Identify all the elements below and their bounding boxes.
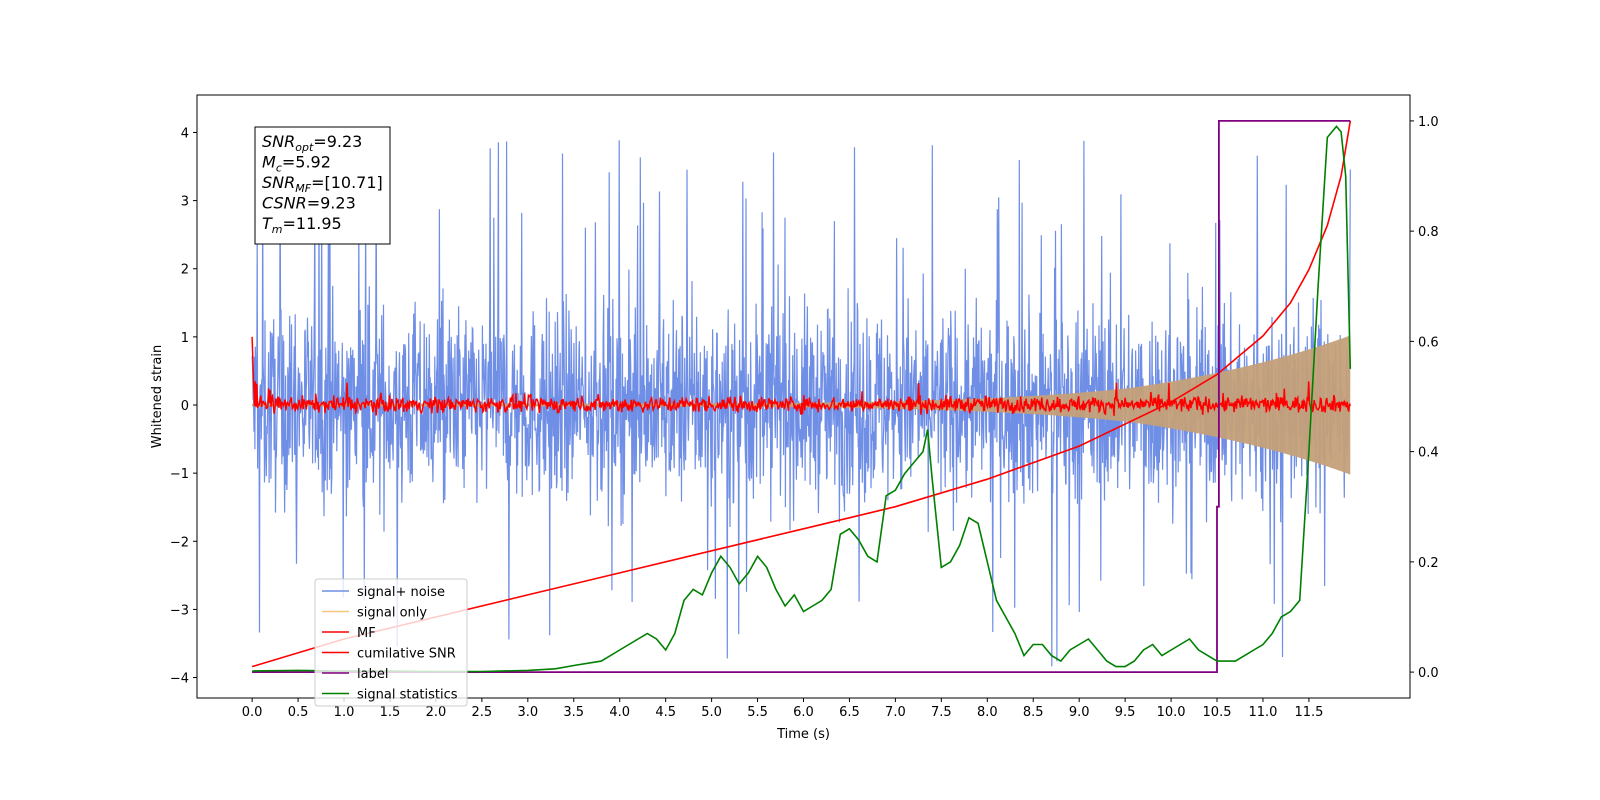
y-tick-label: 3 — [181, 195, 189, 210]
y-tick-label: −4 — [170, 672, 189, 687]
legend-frame — [314, 578, 468, 707]
x-tick-label: 3.5 — [563, 705, 584, 720]
x-tick-label: 10.0 — [1157, 705, 1186, 720]
y-axis-right: 0.0 0.2 0.4 0.6 0.8 1.0 — [1410, 115, 1439, 681]
y-axis-left: −4 −3 −2 −1 0 1 2 3 4 — [170, 126, 197, 687]
y-tick-label: −3 — [170, 603, 189, 618]
y-tick-label: 0 — [181, 399, 189, 414]
annotation-box-frame — [254, 126, 391, 245]
x-tick-label: 4.5 — [655, 705, 676, 720]
x-tick-label: 1.5 — [380, 705, 401, 720]
x-axis: 0.0 0.5 1.0 1.5 2.0 2.5 3.0 3.5 4.0 4.5 5.0 5.5 6.0 6… — [242, 698, 1323, 720]
y-axis-label: Whitened strain — [150, 345, 165, 448]
legend: signal+ noise signal only MF cumilative SNR… — [314, 578, 468, 707]
y2-tick-label: 0.4 — [1418, 446, 1439, 461]
x-tick-label: 2.0 — [426, 705, 447, 720]
x-tick-label: 9.5 — [1115, 705, 1136, 720]
x-tick-label: 11.5 — [1294, 705, 1323, 720]
y-tick-label: 1 — [181, 331, 189, 346]
x-tick-label: 8.0 — [977, 705, 998, 720]
y2-tick-label: 0.8 — [1418, 225, 1439, 240]
y2-tick-label: 0.6 — [1418, 335, 1439, 350]
x-tick-label: 0.5 — [288, 705, 309, 720]
x-tick-label: 6.0 — [793, 705, 814, 720]
legend-label: cumilative SNR — [357, 647, 456, 662]
x-tick-label: 7.0 — [885, 705, 906, 720]
x-tick-label: 0.0 — [242, 705, 263, 720]
x-tick-label: 9.0 — [1069, 705, 1090, 720]
x-tick-label: 6.5 — [839, 705, 860, 720]
series-signal-statistics-line — [252, 125, 1352, 673]
stats-annotation-box: SNRopt=9.23Mc=5.92SNRMF=[10.71]CSNR=9.23… — [254, 126, 391, 245]
y-tick-label: 4 — [181, 126, 189, 141]
x-tick-label: 3.0 — [517, 705, 538, 720]
x-tick-label: 7.5 — [931, 705, 952, 720]
annotation-line: Tm=11.95 — [262, 214, 342, 236]
annotation-line: SNRopt=9.23 — [262, 132, 362, 154]
legend-label: MF — [357, 626, 376, 641]
x-tick-label: 5.5 — [747, 705, 768, 720]
legend-label: signal+ noise — [357, 585, 445, 600]
y2-tick-label: 0.2 — [1418, 556, 1439, 571]
x-tick-label: 4.0 — [609, 705, 630, 720]
x-tick-label: 10.5 — [1203, 705, 1232, 720]
y2-tick-label: 0.0 — [1418, 666, 1439, 681]
x-tick-label: 8.5 — [1023, 705, 1044, 720]
series-mf-line — [251, 336, 1352, 416]
y2-tick-label: 1.0 — [1418, 115, 1439, 130]
x-tick-label: 2.5 — [472, 705, 493, 720]
series-layer — [251, 120, 1352, 673]
annotation-line: SNRMF=[10.71] — [262, 173, 383, 195]
x-tick-label: 1.0 — [334, 705, 355, 720]
annotation-line: CSNR=9.23 — [262, 194, 356, 213]
series-label-line — [252, 120, 1351, 673]
x-axis-label: Time (s) — [776, 727, 830, 742]
legend-label: signal only — [357, 606, 427, 621]
y-tick-label: 2 — [181, 263, 189, 278]
x-tick-label: 11.0 — [1248, 705, 1277, 720]
series-signal-noise-line — [251, 140, 1351, 667]
legend-label: label — [357, 667, 388, 682]
annotation-line: Mc=5.92 — [262, 153, 331, 175]
series-cumilative-snr-line — [251, 120, 1352, 668]
legend-label: signal statistics — [357, 688, 458, 703]
x-tick-label: 5.0 — [701, 705, 722, 720]
y-tick-label: −2 — [170, 535, 189, 550]
y-tick-label: −1 — [170, 467, 189, 482]
